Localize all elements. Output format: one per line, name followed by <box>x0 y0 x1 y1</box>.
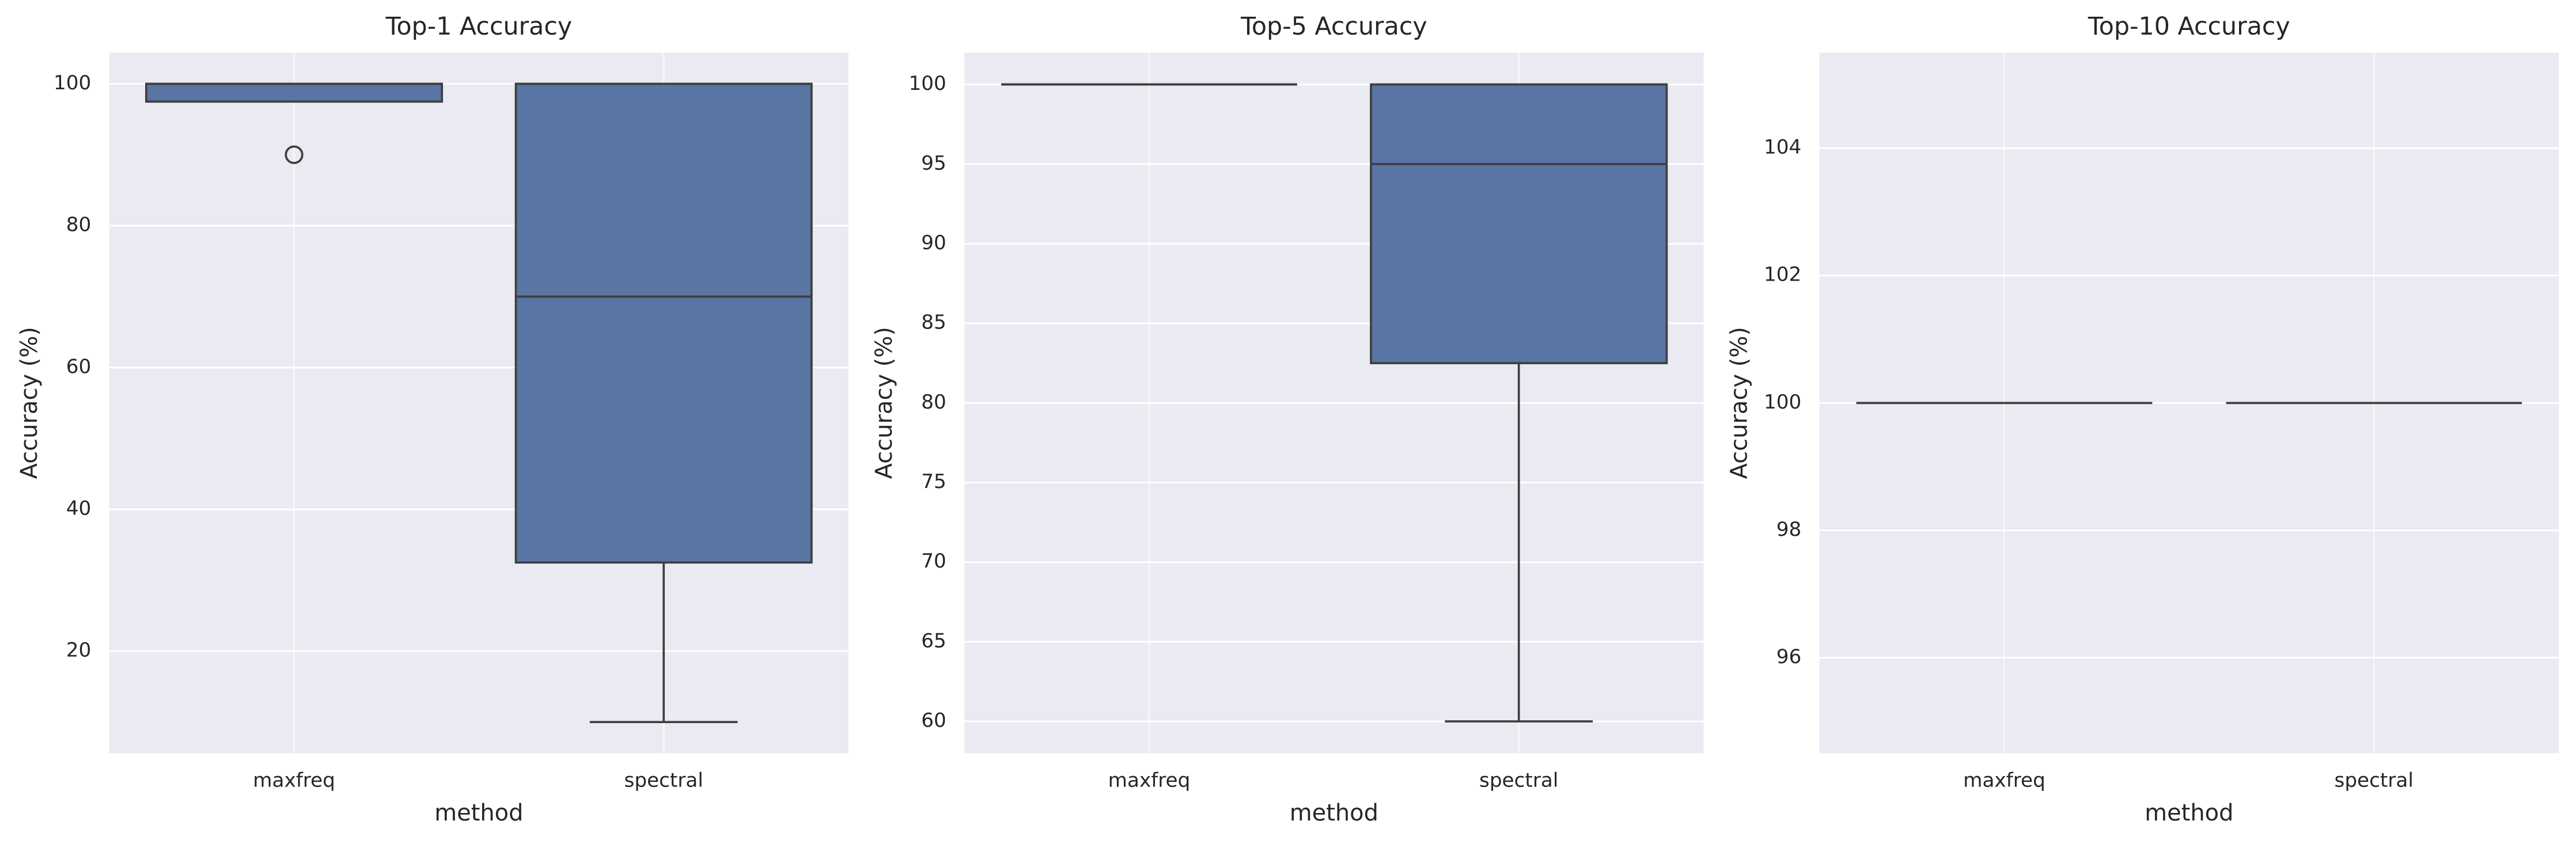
y-tick-label: 70 <box>921 550 946 573</box>
y-tick-label: 40 <box>66 497 92 520</box>
x-tick-label: maxfreq <box>1108 769 1191 792</box>
x-axis-label: method <box>1290 800 1378 826</box>
y-tick-label: 75 <box>921 470 946 493</box>
box <box>145 82 444 103</box>
x-tick-label: maxfreq <box>1963 769 2045 792</box>
y-tick-label: 90 <box>921 231 946 254</box>
y-tick-label: 104 <box>1764 136 1801 159</box>
y-tick-label: 60 <box>66 355 92 378</box>
y-tick-label: 100 <box>1764 391 1801 414</box>
y-tick-label: 80 <box>921 391 946 414</box>
y-tick-label: 102 <box>1764 263 1801 286</box>
chart-title: Top-10 Accuracy <box>2088 12 2290 41</box>
x-tick-label: spectral <box>1479 769 1558 792</box>
outlier <box>285 145 304 164</box>
y-tick-label: 98 <box>1776 518 1802 541</box>
y-tick-label: 96 <box>1776 645 1802 668</box>
x-tick-label: spectral <box>624 769 703 792</box>
y-tick-label: 60 <box>921 709 946 732</box>
box <box>1370 83 1668 365</box>
x-tick-label: maxfreq <box>253 769 335 792</box>
y-tick-label: 100 <box>54 71 91 94</box>
y-tick-label: 85 <box>921 311 946 334</box>
y-axis-label: Accuracy (%) <box>1726 327 1753 479</box>
y-tick-label: 80 <box>66 213 92 236</box>
box <box>514 82 813 564</box>
y-axis-label: Accuracy (%) <box>871 327 897 479</box>
y-tick-label: 65 <box>921 629 946 652</box>
x-tick-label: spectral <box>2335 769 2414 792</box>
y-tick-label: 20 <box>66 639 92 662</box>
y-tick-label: 95 <box>921 152 946 175</box>
chart-title: Top-1 Accuracy <box>385 12 573 41</box>
x-axis-label: method <box>2145 800 2233 826</box>
y-tick-label: 100 <box>908 72 946 95</box>
chart-title: Top-5 Accuracy <box>1240 12 1427 41</box>
y-axis-label: Accuracy (%) <box>16 327 43 479</box>
x-axis-label: method <box>434 800 523 826</box>
